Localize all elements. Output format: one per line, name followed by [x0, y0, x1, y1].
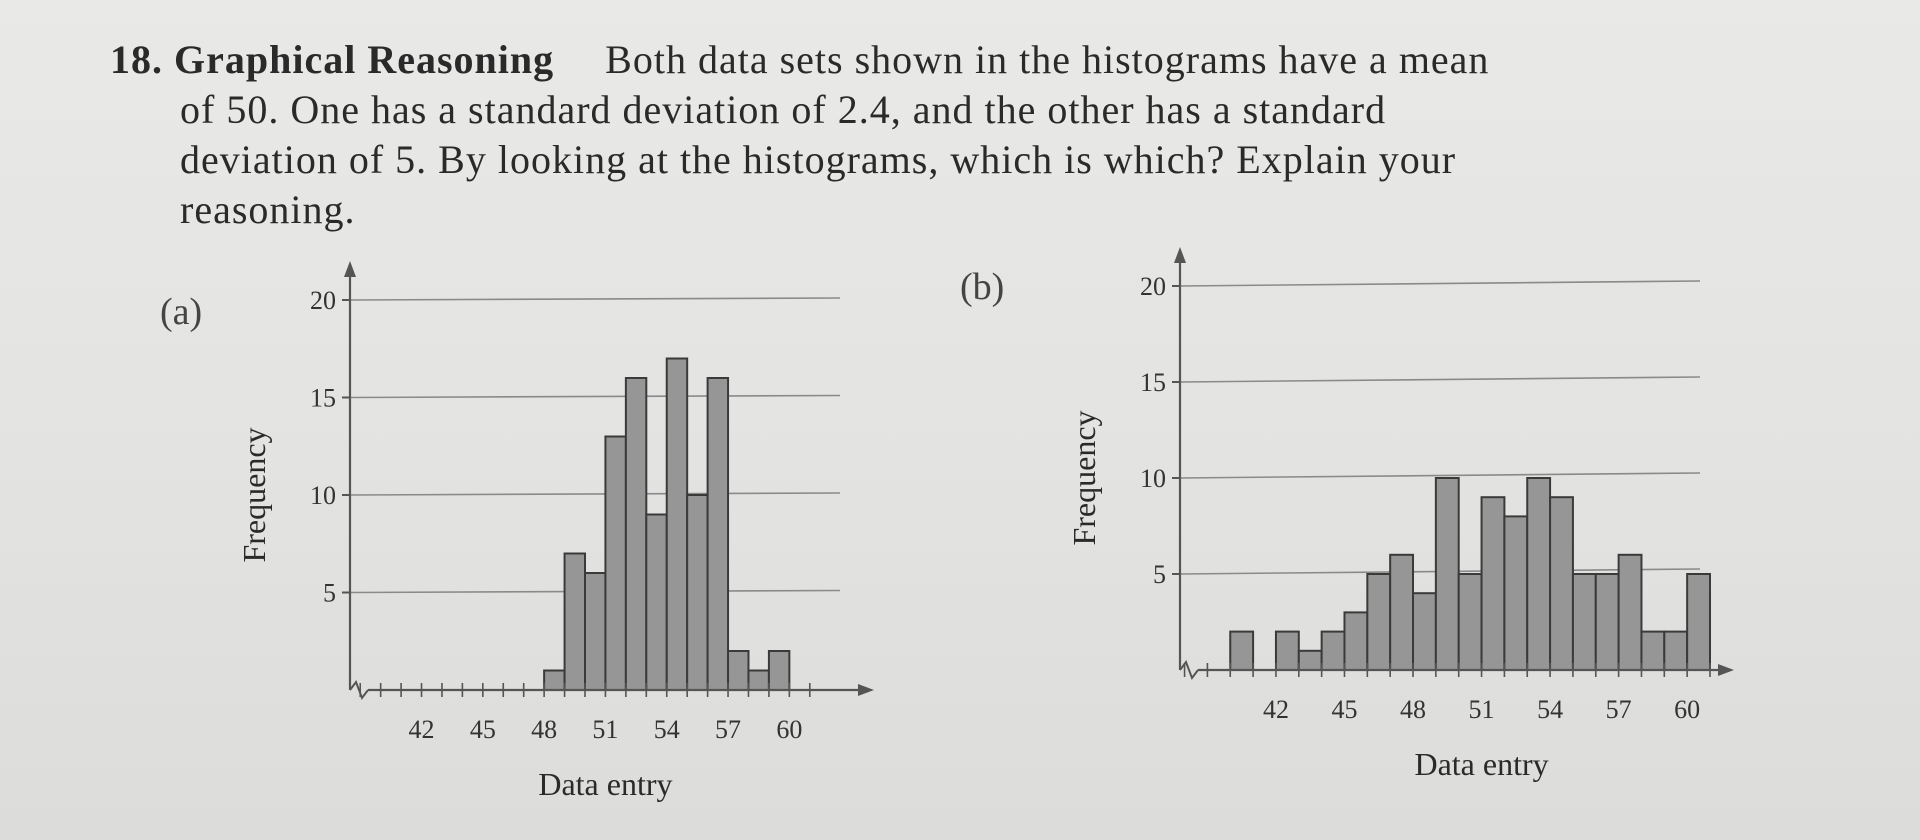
histogram-bar — [1274, 630, 1300, 672]
y-tick-label: 10 — [310, 481, 336, 510]
x-tick-label: 42 — [1263, 695, 1289, 724]
histogram-bar — [665, 357, 689, 691]
histogram-bar — [1571, 573, 1597, 671]
x-tick-label: 60 — [1674, 695, 1700, 724]
histogram-bar — [1686, 573, 1711, 671]
histogram-bar — [1457, 573, 1483, 671]
x-tick-label: 51 — [592, 715, 618, 744]
histogram-bar — [1343, 611, 1369, 671]
histogram-bar — [1663, 630, 1689, 672]
problem-text-line-3: deviation of 5. By looking at the histog… — [180, 137, 1457, 182]
histogram-bar — [624, 377, 648, 691]
x-tick-label: 42 — [409, 715, 435, 744]
problem-text: 18. Graphical Reasoning Both data sets s… — [110, 35, 1760, 235]
histogram-bar — [747, 669, 770, 691]
y-axis-arrow — [1174, 247, 1186, 263]
histogram-bar — [1480, 496, 1506, 672]
gridline — [349, 297, 841, 301]
histogram-bar — [1389, 553, 1415, 671]
x-tick-label: 48 — [531, 715, 557, 744]
x-axis-break — [1179, 659, 1199, 681]
y-tick-label: 15 — [310, 384, 336, 413]
x-axis-title: Data entry — [538, 766, 672, 802]
histogram-bar — [1229, 630, 1255, 672]
histogram-bar — [584, 572, 607, 691]
y-tick-label: 20 — [1140, 272, 1166, 301]
gridline — [1179, 472, 1701, 479]
histogram-bar — [1640, 630, 1666, 672]
y-axis-arrow — [344, 261, 356, 277]
histogram-bar — [645, 513, 668, 691]
y-tick-label: 10 — [1140, 464, 1166, 493]
gridline — [349, 394, 841, 399]
histogram-bar — [1297, 649, 1323, 671]
y-tick-label: 5 — [323, 579, 336, 608]
histogram-bar — [1549, 496, 1574, 672]
histogram-bar — [543, 669, 566, 691]
histogram-bar — [563, 552, 586, 691]
histogram-bar — [686, 494, 709, 691]
problem-text-line-1: Both data sets shown in the histograms h… — [605, 37, 1490, 82]
histogram-bar — [604, 435, 627, 691]
histogram-bar — [1617, 553, 1643, 671]
y-tick-label: 20 — [310, 286, 336, 315]
histogram-bar — [1366, 573, 1392, 671]
x-tick-label: 45 — [470, 715, 496, 744]
y-axis-title: Frequency — [236, 427, 272, 562]
y-tick-label: 5 — [1153, 560, 1166, 589]
histogram-bar — [767, 650, 791, 691]
histogram-bar — [1434, 477, 1460, 671]
x-axis-break — [349, 679, 369, 701]
x-axis-arrow — [858, 684, 874, 696]
x-tick-label: 45 — [1331, 695, 1357, 724]
y-tick-label: 15 — [1140, 368, 1166, 397]
histogram-bar — [1412, 592, 1437, 672]
x-tick-label: 54 — [654, 715, 680, 744]
panel-label-a: (a) — [160, 291, 203, 333]
problem-heading: Graphical Reasoning — [174, 37, 555, 82]
x-axis-arrow — [1718, 664, 1734, 676]
x-tick-label: 54 — [1537, 695, 1563, 724]
problem-text-line-2: of 50. One has a standard deviation of 2… — [180, 87, 1387, 132]
problem-number: 18. — [110, 37, 163, 82]
problem-text-line-4: reasoning. — [180, 187, 356, 232]
x-tick-label: 57 — [715, 715, 741, 744]
problem-line-1: 18. Graphical Reasoning Both data sets s… — [110, 35, 1760, 85]
histogram-bar — [1594, 573, 1620, 671]
gridline — [1179, 376, 1701, 383]
histogram-a: 5 10 15 20 42 45 48 51 54 57 60 Data entry Frequency — [236, 261, 874, 802]
x-tick-label: 57 — [1606, 695, 1632, 724]
x-axis-title: Data entry — [1414, 746, 1548, 782]
gridline — [349, 492, 841, 496]
histogram-bar — [727, 650, 750, 691]
histogram-bar — [1526, 477, 1552, 671]
x-tick-label: 51 — [1469, 695, 1495, 724]
x-tick-label: 48 — [1400, 695, 1426, 724]
histogram-bar — [1320, 630, 1346, 672]
histogram-bar — [706, 377, 730, 691]
y-axis-title: Frequency — [1066, 410, 1102, 545]
gridline — [1179, 280, 1701, 287]
panel-label-b: (b) — [960, 266, 1005, 308]
histogram-b: 5 10 15 20 42 45 48 51 54 57 60 Data entry Frequency — [1066, 247, 1734, 782]
x-tick-label: 60 — [776, 715, 802, 744]
histogram-bar — [1503, 515, 1529, 671]
